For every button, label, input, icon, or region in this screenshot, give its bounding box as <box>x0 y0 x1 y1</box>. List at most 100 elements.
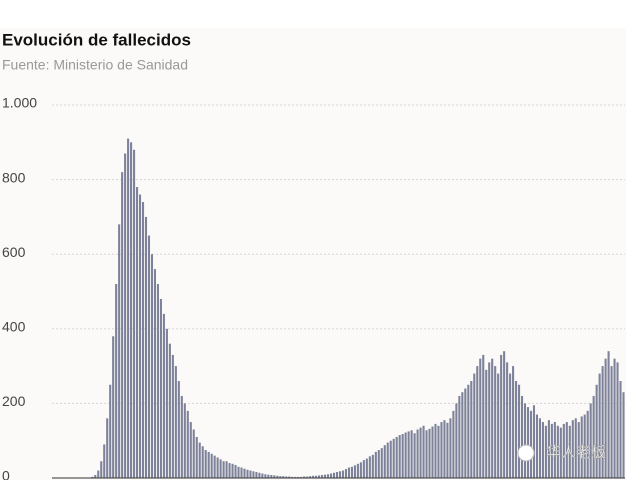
bar <box>559 427 562 478</box>
bar <box>532 405 536 478</box>
bar <box>341 470 345 478</box>
bar <box>153 269 157 478</box>
bar <box>249 470 252 478</box>
bar <box>359 462 362 478</box>
bar <box>607 351 610 478</box>
bar <box>147 235 151 478</box>
bar <box>541 422 544 478</box>
bar <box>321 475 324 478</box>
y-tick-label: 200 <box>2 393 26 409</box>
bar <box>515 381 518 478</box>
bar <box>165 328 168 478</box>
bar <box>371 454 374 478</box>
watermark-icon <box>517 444 535 462</box>
bar <box>446 422 449 478</box>
bar <box>213 455 216 478</box>
bar <box>503 351 506 478</box>
bar <box>186 410 189 478</box>
bar <box>380 448 383 478</box>
chart-subtitle: Fuente: Ministerio de Sanidad <box>2 57 188 73</box>
bar <box>365 458 368 478</box>
bar <box>497 373 500 478</box>
bar <box>547 420 550 478</box>
y-tick-label: 1.000 <box>2 95 37 111</box>
bar <box>177 381 180 478</box>
bar <box>595 384 598 478</box>
bar <box>127 138 130 478</box>
bar <box>479 358 482 478</box>
bar <box>407 431 410 478</box>
bar <box>577 422 580 478</box>
bar <box>291 476 294 478</box>
bar <box>518 384 521 478</box>
bar <box>255 472 258 478</box>
bar <box>324 474 327 478</box>
bar <box>622 392 625 478</box>
bar <box>100 461 103 478</box>
bar <box>94 475 97 478</box>
bar <box>598 373 601 478</box>
bar <box>261 473 264 478</box>
bar <box>356 463 359 478</box>
bar <box>273 475 276 478</box>
bar <box>198 442 201 478</box>
bar <box>535 414 539 478</box>
bar <box>267 474 270 478</box>
bar <box>91 476 94 478</box>
bar <box>506 362 509 478</box>
bar <box>523 403 527 478</box>
bar <box>562 423 565 478</box>
bar <box>168 343 171 478</box>
bar <box>183 403 186 478</box>
bar <box>565 422 568 478</box>
bar <box>246 469 249 478</box>
bar <box>419 427 422 478</box>
bar <box>159 298 162 478</box>
bar <box>318 475 321 478</box>
bar <box>192 429 195 478</box>
bar <box>476 366 479 478</box>
bar <box>240 467 243 478</box>
bar <box>106 418 109 478</box>
bar <box>270 475 273 478</box>
bar <box>162 313 165 478</box>
bar <box>121 172 124 478</box>
bar <box>344 469 348 478</box>
bar <box>258 472 261 478</box>
y-tick-label: 400 <box>2 319 26 335</box>
bar <box>303 476 306 478</box>
bar <box>616 362 619 478</box>
bar <box>156 284 159 478</box>
bar <box>589 403 592 478</box>
bar <box>520 395 524 478</box>
bar <box>431 426 434 478</box>
bar <box>601 366 604 478</box>
bar <box>144 216 148 478</box>
bar <box>473 373 476 478</box>
bar <box>613 358 616 478</box>
bar <box>437 425 440 478</box>
bar <box>279 476 282 478</box>
bar <box>586 410 589 478</box>
bar <box>488 362 491 478</box>
bar <box>500 354 503 478</box>
bar <box>449 418 452 478</box>
bar <box>201 446 204 478</box>
bar <box>568 425 571 478</box>
bar <box>461 392 464 478</box>
bar <box>571 420 574 478</box>
bar <box>389 440 392 478</box>
bar <box>115 284 118 478</box>
bar <box>485 369 488 478</box>
bar <box>297 476 300 478</box>
bar <box>416 429 419 478</box>
bar <box>392 438 395 478</box>
bar <box>237 466 240 478</box>
bar <box>189 422 192 478</box>
bar <box>398 435 401 478</box>
bar <box>222 461 225 478</box>
bar <box>440 422 443 478</box>
bar <box>610 366 613 478</box>
bar <box>195 436 198 478</box>
bar <box>491 358 494 478</box>
